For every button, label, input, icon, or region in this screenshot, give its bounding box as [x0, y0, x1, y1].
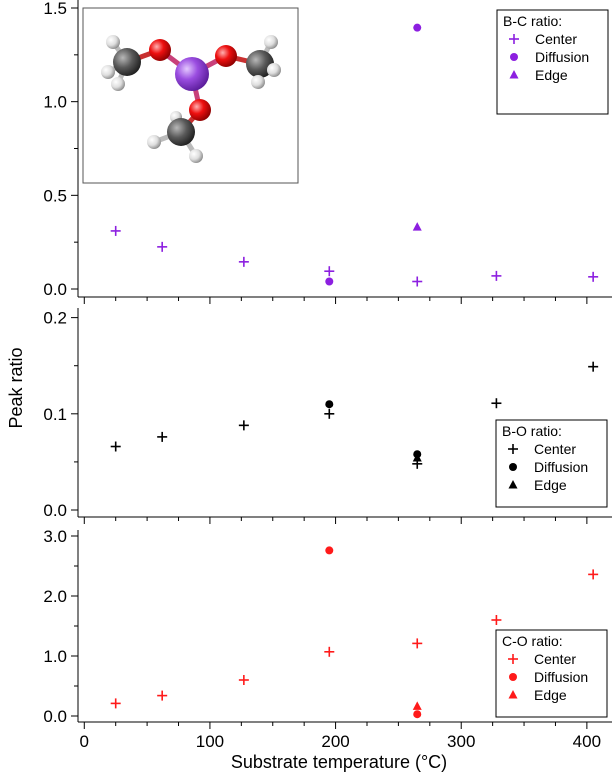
- y-tick-label: 0.0: [43, 280, 67, 299]
- y-tick-label: 0.5: [43, 186, 67, 205]
- data-point-diffusion: [325, 277, 334, 286]
- data-point-center: [110, 698, 121, 709]
- legend-marker-diffusion: [509, 463, 517, 471]
- legend-entry-diffusion: Diffusion: [534, 459, 588, 475]
- y-tick-label: 0.2: [43, 309, 67, 328]
- hydrogen-atom: [101, 65, 115, 79]
- legend-entry-edge: Edge: [534, 477, 567, 493]
- data-point-center: [238, 420, 249, 431]
- legend-entry-edge: Edge: [535, 67, 568, 83]
- carbon-atom: [167, 118, 195, 146]
- x-tick-label: 0: [80, 732, 89, 751]
- legend-marker-center: [508, 444, 518, 454]
- legend-entry-diffusion: Diffusion: [535, 49, 589, 65]
- hydrogen-atom: [251, 75, 265, 89]
- x-tick-label: 100: [196, 732, 224, 751]
- y-tick-label: 3.0: [43, 527, 67, 546]
- data-point-edge: [412, 453, 422, 462]
- data-point-center: [588, 361, 599, 372]
- legend-marker-diffusion: [510, 53, 518, 61]
- y-axis-title: Peak ratio: [6, 347, 26, 428]
- data-point-center: [110, 441, 121, 452]
- oxygen-atom: [189, 99, 211, 121]
- data-point-center: [238, 675, 249, 685]
- legend-marker-edge: [509, 70, 519, 79]
- oxygen-atom: [149, 39, 171, 61]
- y-tick-label: 0.0: [43, 501, 67, 520]
- hydrogen-atom: [264, 35, 278, 49]
- data-point-center: [491, 270, 502, 281]
- hydrogen-atom: [147, 135, 161, 149]
- data-point-center: [412, 638, 423, 649]
- data-point-center: [588, 569, 599, 580]
- data-point-center: [324, 408, 335, 419]
- data-point-center: [324, 266, 335, 277]
- y-tick-label: 1.0: [43, 647, 67, 666]
- y-tick-label: 2.0: [43, 587, 67, 606]
- legend-title: B-O ratio:: [502, 423, 562, 439]
- data-point-diffusion: [413, 710, 422, 719]
- legend-marker-center: [508, 654, 518, 664]
- legend-marker-edge: [508, 480, 518, 489]
- x-tick-label: 300: [447, 732, 475, 751]
- hydrogen-atom: [189, 149, 203, 163]
- y-tick-label: 1.0: [43, 93, 67, 112]
- boron-atom: [175, 57, 209, 91]
- legend-marker-center: [509, 34, 519, 44]
- hydrogen-atom: [267, 63, 281, 77]
- data-point-center: [491, 398, 502, 409]
- legend-marker-edge: [508, 690, 518, 699]
- legend-title: B-C ratio:: [503, 13, 562, 29]
- carbon-atom: [246, 50, 274, 78]
- data-point-center: [110, 225, 121, 236]
- data-point-center: [157, 690, 168, 701]
- data-point-center: [157, 431, 168, 442]
- carbon-atom: [113, 48, 141, 76]
- data-point-center: [588, 271, 599, 282]
- legend-entry-center: Center: [534, 651, 576, 667]
- legend-title: C-O ratio:: [502, 633, 563, 649]
- legend-entry-edge: Edge: [534, 687, 567, 703]
- x-axis-title: Substrate temperature (°C): [231, 752, 447, 772]
- y-tick-label: 0.0: [43, 707, 67, 726]
- x-tick-label: 200: [321, 732, 349, 751]
- data-point-center: [412, 276, 423, 287]
- oxygen-atom: [215, 45, 237, 67]
- hydrogen-atom: [111, 77, 125, 91]
- plot-layer: 0.0 0.5 1.0 1.5 B-C ratio: Center Diffusion Edg…: [43, 0, 612, 751]
- data-point-diffusion: [413, 23, 422, 32]
- legend-marker-diffusion: [509, 673, 517, 681]
- data-point-diffusion: [325, 400, 334, 409]
- legend-entry-center: Center: [534, 441, 576, 457]
- x-tick-label: 400: [573, 732, 601, 751]
- data-point-edge: [412, 701, 422, 710]
- data-point-diffusion: [325, 546, 334, 555]
- molecule-inset: [82, 7, 299, 184]
- data-point-center: [238, 256, 249, 267]
- legend-entry-center: Center: [535, 31, 577, 47]
- data-point-center: [324, 646, 335, 657]
- legend-box: [496, 9, 609, 115]
- y-tick-label: 0.1: [43, 405, 67, 424]
- y-tick-label: 1.5: [43, 0, 67, 18]
- data-point-center: [157, 241, 168, 252]
- legend-entry-diffusion: Diffusion: [534, 669, 588, 685]
- data-point-center: [491, 615, 502, 625]
- data-point-edge: [412, 222, 422, 231]
- hydrogen-atom: [106, 35, 120, 49]
